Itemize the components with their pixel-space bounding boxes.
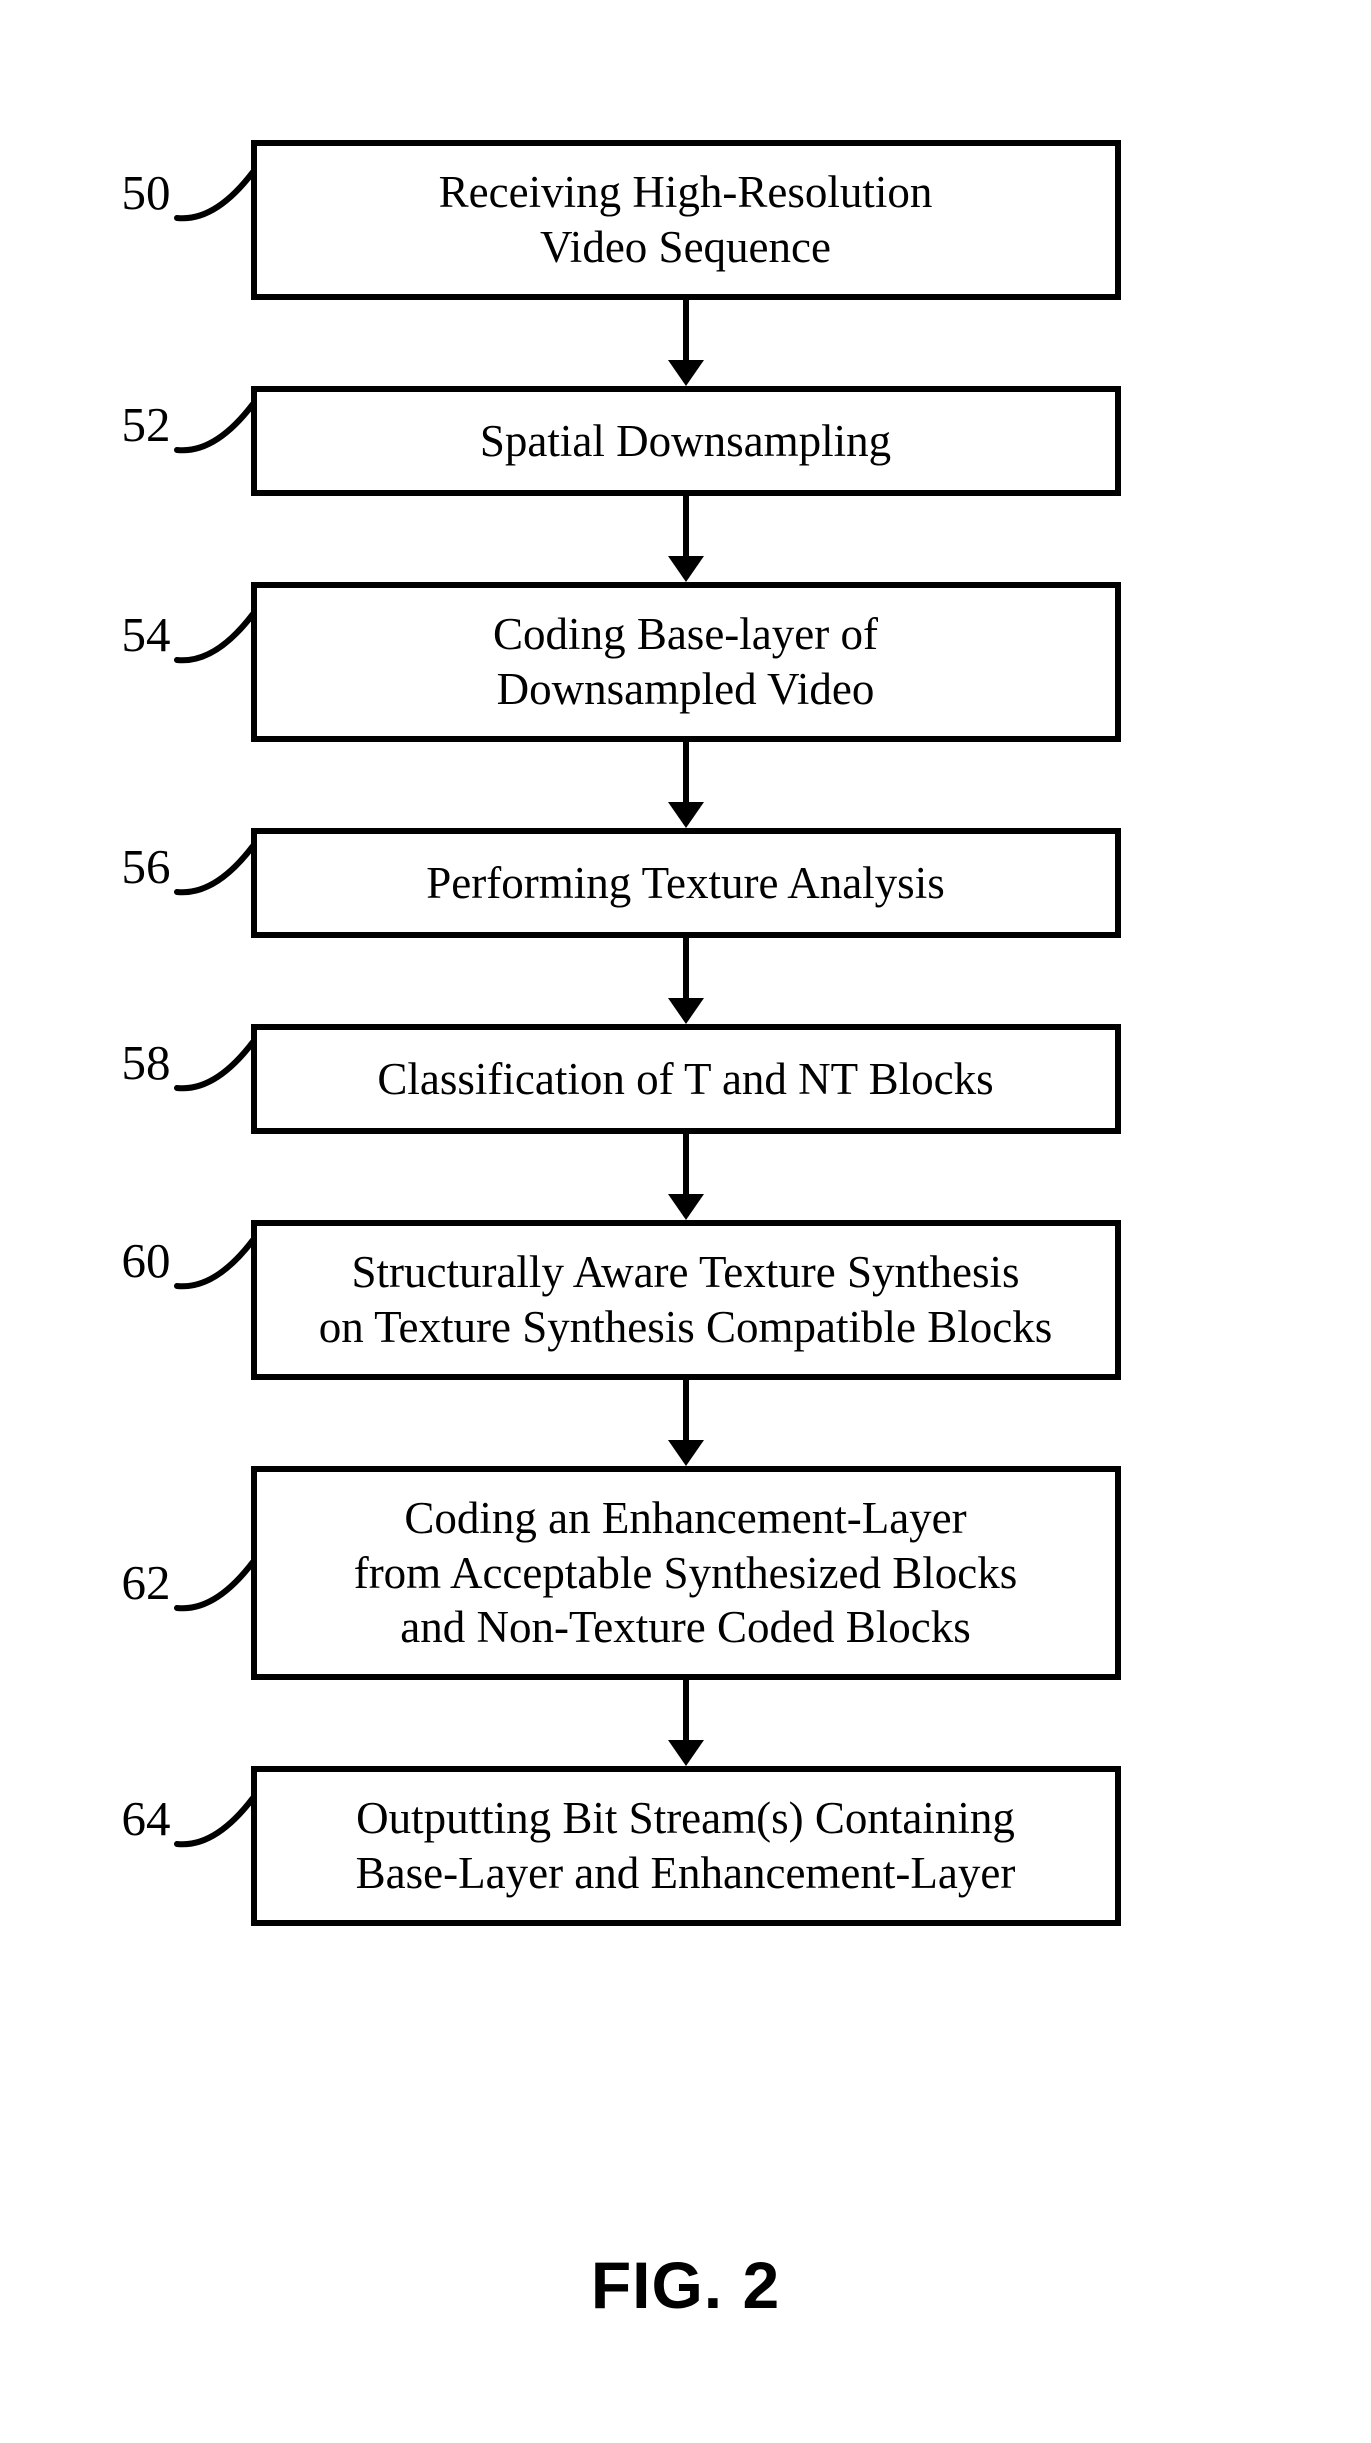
spacer — [0, 496, 251, 582]
flow-node: 62 Coding an Enhancement-Layerfrom Accept… — [0, 1466, 1371, 1680]
spacer — [0, 1380, 251, 1466]
flow-step-text: Structurally Aware Texture Synthesison T… — [319, 1245, 1052, 1355]
flow-step-box: Performing Texture Analysis — [251, 828, 1121, 938]
spacer — [0, 300, 251, 386]
flow-step-text: Outputting Bit Stream(s) ContainingBase-… — [356, 1791, 1016, 1901]
node-number: 50 — [122, 168, 175, 217]
arrow-down-icon — [251, 1680, 1121, 1766]
flow-edge — [0, 496, 1371, 582]
flow-step-text: Classification of T and NT Blocks — [377, 1052, 993, 1107]
node-label: 52 — [122, 392, 251, 456]
arrow-down-icon — [251, 496, 1121, 582]
flow-step-box: Outputting Bit Stream(s) ContainingBase-… — [251, 1766, 1121, 1926]
node-label: 50 — [122, 160, 251, 224]
node-number: 54 — [122, 610, 175, 659]
flow-node: 58 Classification of T and NT Blocks — [0, 1024, 1371, 1134]
node-label-col: 50 — [0, 140, 251, 300]
node-label: 60 — [122, 1228, 251, 1292]
flowchart: 50 Receiving High-ResolutionVideo Sequenc… — [0, 140, 1371, 1926]
flow-step-box: Structurally Aware Texture Synthesison T… — [251, 1220, 1121, 1380]
flow-node: 54 Coding Base-layer ofDownsampled Video — [0, 582, 1371, 742]
flow-step-box: Spatial Downsampling — [251, 386, 1121, 496]
flow-node: 56 Performing Texture Analysis — [0, 828, 1371, 938]
arrow-down-icon — [251, 1380, 1121, 1466]
flow-node: 64 Outputting Bit Stream(s) ContainingBas… — [0, 1766, 1371, 1926]
node-label-col: 56 — [0, 828, 251, 938]
spacer — [0, 742, 251, 828]
flow-step-text: Receiving High-ResolutionVideo Sequence — [439, 165, 933, 275]
spacer — [0, 1134, 251, 1220]
node-label-col: 62 — [0, 1466, 251, 1680]
node-label-col: 58 — [0, 1024, 251, 1134]
figure-caption: FIG. 2 — [0, 2247, 1371, 2323]
arrow-down-icon — [251, 938, 1121, 1024]
node-label-col: 54 — [0, 582, 251, 742]
node-number: 56 — [122, 842, 175, 891]
flow-step-text: Spatial Downsampling — [480, 414, 891, 469]
spacer — [0, 1680, 251, 1766]
flow-step-text: Performing Texture Analysis — [426, 856, 944, 911]
node-label: 62 — [122, 1550, 251, 1614]
flow-edge — [0, 1134, 1371, 1220]
flow-step-box: Coding Base-layer ofDownsampled Video — [251, 582, 1121, 742]
flow-step-text: Coding an Enhancement-Layerfrom Acceptab… — [354, 1491, 1018, 1656]
figure-page: 50 Receiving High-ResolutionVideo Sequenc… — [0, 0, 1371, 2443]
arrow-down-icon — [251, 300, 1121, 386]
node-label: 56 — [122, 834, 251, 898]
flow-edge — [0, 742, 1371, 828]
node-label: 58 — [122, 1030, 251, 1094]
leader-line-icon — [175, 1030, 251, 1094]
leader-line-icon — [175, 160, 251, 224]
flow-step-box: Classification of T and NT Blocks — [251, 1024, 1121, 1134]
arrow-down-icon — [251, 1134, 1121, 1220]
leader-line-icon — [175, 392, 251, 456]
flow-edge — [0, 938, 1371, 1024]
node-number: 60 — [122, 1236, 175, 1285]
node-label-col: 60 — [0, 1220, 251, 1380]
leader-line-icon — [175, 602, 251, 666]
flow-edge — [0, 1380, 1371, 1466]
flow-edge — [0, 1680, 1371, 1766]
node-label: 64 — [122, 1786, 251, 1850]
arrow-down-icon — [251, 742, 1121, 828]
leader-line-icon — [175, 1786, 251, 1850]
node-number: 58 — [122, 1038, 175, 1087]
leader-line-icon — [175, 1228, 251, 1292]
node-label: 54 — [122, 602, 251, 666]
node-number: 52 — [122, 400, 175, 449]
flow-node: 50 Receiving High-ResolutionVideo Sequenc… — [0, 140, 1371, 300]
spacer — [0, 938, 251, 1024]
node-label-col: 52 — [0, 386, 251, 496]
flow-step-box: Receiving High-ResolutionVideo Sequence — [251, 140, 1121, 300]
node-label-col: 64 — [0, 1766, 251, 1926]
flow-step-box: Coding an Enhancement-Layerfrom Acceptab… — [251, 1466, 1121, 1680]
leader-line-icon — [175, 834, 251, 898]
leader-line-icon — [175, 1550, 251, 1614]
node-number: 62 — [122, 1558, 175, 1607]
flow-edge — [0, 300, 1371, 386]
flow-node: 52 Spatial Downsampling — [0, 386, 1371, 496]
flow-step-text: Coding Base-layer ofDownsampled Video — [493, 607, 878, 717]
flow-node: 60 Structurally Aware Texture Synthesison… — [0, 1220, 1371, 1380]
node-number: 64 — [122, 1794, 175, 1843]
